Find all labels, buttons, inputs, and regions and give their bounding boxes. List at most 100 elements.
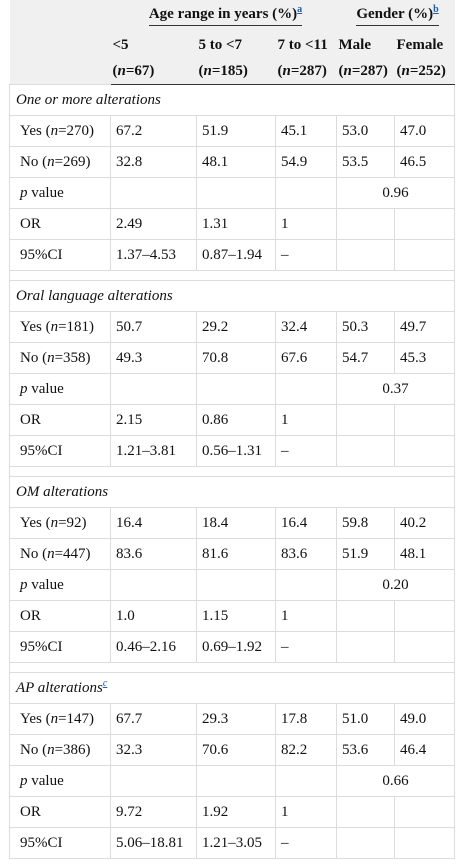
- empty-cell: [110, 765, 197, 797]
- table-cell: –: [275, 435, 337, 467]
- alterations-table: Age range in years (%)a Gender (%)b <5 5…: [8, 0, 456, 859]
- n-prefix: (: [396, 62, 402, 79]
- header-corner-3: [10, 58, 111, 85]
- p-label-rest: value: [27, 772, 64, 789]
- spacer-cell: [8, 466, 456, 477]
- p-value-cell: 0.66: [335, 765, 456, 797]
- n-variable: n: [50, 710, 59, 727]
- table-cell: 29.3: [196, 703, 276, 735]
- n-variable: n: [117, 62, 126, 79]
- table-cell: 2.15: [110, 404, 197, 436]
- p-label-rest: value: [27, 576, 64, 593]
- row-label-post: =270): [58, 122, 95, 139]
- header-corner: [10, 0, 111, 32]
- row-label-post: =386): [54, 741, 91, 758]
- empty-cell: [110, 569, 197, 601]
- table-row-yes: Yes (n=181) 50.7 29.2 32.4 50.3 49.7: [9, 311, 456, 343]
- table-row-no: No (n=269) 32.8 48.1 54.9 53.5 46.5: [9, 146, 456, 178]
- section-title-text: Oral language alterations: [16, 287, 173, 304]
- table-row-pvalue: p value 0.96: [9, 177, 456, 209]
- table-cell: 54.7: [336, 342, 395, 374]
- row-label: OR: [9, 796, 111, 828]
- table-row-no: No (n=358) 49.3 70.8 67.6 54.7 45.3: [9, 342, 456, 374]
- empty-cell: [275, 569, 337, 601]
- table-row-yes: Yes (n=92) 16.4 18.4 16.4 59.8 40.2: [9, 507, 456, 539]
- table-cell: 50.7: [110, 311, 197, 343]
- p-label-rest: value: [27, 380, 64, 397]
- p-variable: p: [20, 380, 28, 397]
- gender-group-label: Gender (%): [356, 6, 434, 22]
- empty-cell: [393, 631, 456, 663]
- row-label-pre: Yes (: [20, 318, 51, 335]
- row-label-pre: No (: [20, 741, 48, 758]
- table-cell: 49.7: [393, 311, 456, 343]
- row-label: No (n=269): [9, 146, 111, 178]
- table-cell: 1: [275, 600, 337, 632]
- table-cell: 83.6: [275, 538, 337, 570]
- footnote-b-link[interactable]: b: [433, 4, 439, 15]
- table-cell: 53.0: [336, 115, 395, 147]
- table-cell: –: [275, 631, 337, 663]
- n-variable: n: [203, 62, 212, 79]
- row-label-post: =269): [54, 153, 91, 170]
- table-cell: 1.92: [196, 796, 276, 828]
- empty-cell: [336, 208, 395, 240]
- table-row-ci: 95%CI 1.37–4.53 0.87–1.94–: [9, 239, 456, 271]
- n-prefix: (: [198, 62, 204, 79]
- footnote-a-link[interactable]: a: [297, 4, 303, 15]
- p-value-cell: 0.96: [335, 177, 456, 209]
- section-title-row: AP alterationsc: [8, 672, 456, 704]
- empty-cell: [336, 435, 395, 467]
- table-cell: 1: [275, 796, 337, 828]
- table-row-ci: 95%CI 5.06–18.81 1.21–3.05–: [9, 827, 456, 859]
- table-cell: 0.69–1.92: [196, 631, 276, 663]
- n-value: =287): [351, 62, 388, 79]
- n-value: =67): [125, 62, 155, 79]
- row-label-pre: No (: [20, 545, 48, 562]
- section-title-text: AP alterations: [16, 679, 103, 696]
- row-label-post: =92): [58, 514, 87, 531]
- table-cell: 40.2: [393, 507, 456, 539]
- table-cell: 16.4: [275, 507, 337, 539]
- row-label: No (n=358): [9, 342, 111, 374]
- row-label-post: =147): [58, 710, 95, 727]
- row-label: 95%CI: [9, 631, 111, 663]
- col-header-age-7to11: 7 to <11: [277, 36, 328, 53]
- n-variable: n: [401, 62, 410, 79]
- n-variable: n: [50, 122, 59, 139]
- n-prefix: (: [112, 62, 118, 79]
- row-label: 95%CI: [9, 827, 111, 859]
- table-row-yes: Yes (n=270) 67.2 51.9 45.1 53.0 47.0: [9, 115, 456, 147]
- col-header-female: Female: [396, 36, 444, 53]
- empty-cell: [196, 765, 276, 797]
- table-cell: 48.1: [393, 538, 456, 570]
- section-title: AP alterationsc: [8, 672, 456, 704]
- row-label-pre: No (: [20, 349, 48, 366]
- table-cell: 70.8: [196, 342, 276, 374]
- row-label-post: =358): [54, 349, 91, 366]
- empty-cell: [393, 600, 456, 632]
- p-variable: p: [20, 772, 28, 789]
- col-header-n: (n=287): [275, 58, 337, 85]
- table-cell: 5.06–18.81: [110, 827, 197, 859]
- row-label: p value: [9, 177, 111, 209]
- spacer-cell: [8, 662, 456, 673]
- row-label: No (n=386): [9, 734, 111, 766]
- row-label-post: =181): [58, 318, 95, 335]
- section-title-row: OM alterations: [8, 476, 456, 508]
- section-title: OM alterations: [8, 476, 456, 508]
- table-cell: 48.1: [196, 146, 276, 178]
- table-row-pvalue: p value 0.66: [9, 765, 456, 797]
- row-label-post: =447): [54, 545, 91, 562]
- empty-cell: [196, 177, 276, 209]
- n-value: =252): [409, 62, 446, 79]
- table-cell: 18.4: [196, 507, 276, 539]
- p-variable: p: [20, 184, 28, 201]
- empty-cell: [336, 631, 395, 663]
- table-cell: 1.21–3.05: [196, 827, 276, 859]
- section-title: Oral language alterations: [8, 280, 456, 312]
- footnote-c-link[interactable]: c: [102, 677, 108, 689]
- table-cell: 70.6: [196, 734, 276, 766]
- table-cell: 2.49: [110, 208, 197, 240]
- col-header-n: (n=287): [336, 58, 395, 85]
